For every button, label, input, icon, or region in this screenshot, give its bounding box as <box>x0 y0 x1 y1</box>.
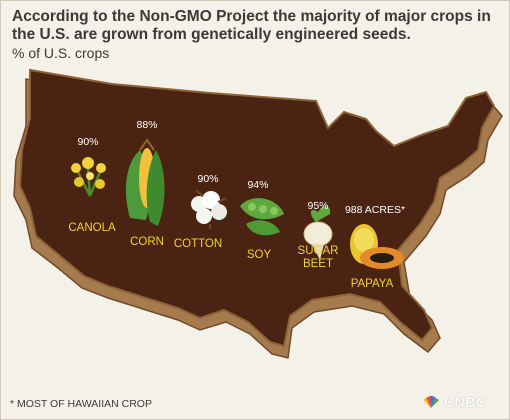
category-label-sugar-beet: SUGAR BEET <box>298 245 339 270</box>
cnbc-logo: CNBC <box>422 394 486 410</box>
category-label-canola: CANOLA <box>68 222 116 234</box>
category-label-soy: SOY <box>247 249 272 261</box>
footnote: * MOST OF HAWAIIAN CROP <box>10 398 152 410</box>
corn-cob-icon <box>125 138 165 226</box>
value-label-corn: 88% <box>136 119 157 131</box>
value-label-cotton: 90% <box>197 173 218 185</box>
crop-value-labels: 90% 88% 90% 94% 95% 988 ACRES* <box>77 119 405 216</box>
value-label-sugar-beet: 95% <box>307 200 328 212</box>
logo-text: CNBC <box>444 394 487 410</box>
peacock-icon <box>423 396 439 408</box>
value-label-canola: 90% <box>77 136 98 148</box>
chart-subtitle: % of U.S. crops <box>12 45 110 61</box>
canola-flower-icon <box>71 157 106 197</box>
sugar-beet-icon <box>303 206 333 260</box>
soybean-pod-icon <box>240 198 284 236</box>
cotton-boll-icon <box>191 189 227 229</box>
category-label-cotton: COTTON <box>174 238 222 250</box>
category-label-corn: CORN <box>130 236 164 248</box>
value-label-papaya: 988 ACRES* <box>345 204 405 216</box>
value-label-soy: 94% <box>247 179 268 191</box>
papaya-icon <box>350 224 404 269</box>
crop-category-labels: CANOLA CORN COTTON SOY SUGAR BEET PAPAYA <box>68 222 393 290</box>
category-label-papaya: PAPAYA <box>351 278 394 290</box>
chart-title: According to the Non-GMO Project the maj… <box>12 8 491 43</box>
